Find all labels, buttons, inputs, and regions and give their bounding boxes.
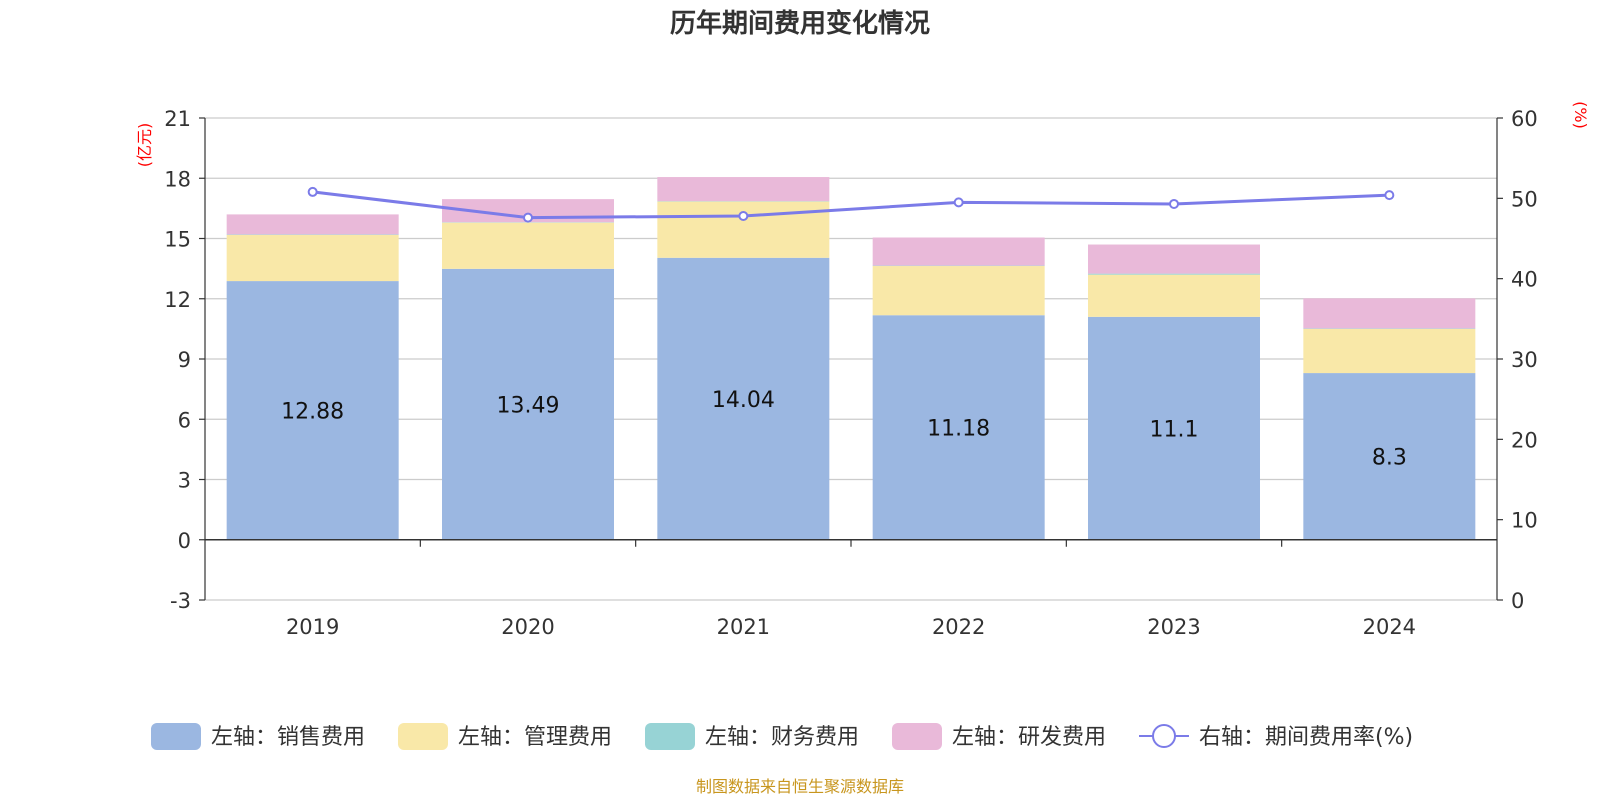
right-tick-label: 60 (1511, 107, 1538, 131)
right-tick-label: 50 (1511, 187, 1538, 211)
x-tick-label: 2024 (1363, 615, 1416, 639)
legend-swatch-3 (892, 723, 942, 750)
left-tick-label: 9 (178, 348, 191, 372)
bar-segment-2 (1088, 273, 1260, 275)
bar-segment-1 (226, 234, 399, 282)
left-tick-label: 0 (178, 529, 191, 553)
right-tick-label: 40 (1511, 268, 1538, 292)
rate-point (1384, 190, 1395, 201)
x-tick-label: 2023 (1147, 615, 1200, 639)
bar-value-label: 8.3 (1372, 445, 1407, 470)
rate-point (738, 211, 749, 222)
chart-title: 历年期间费用变化情况 (670, 8, 930, 39)
bar-segment-0 (872, 315, 1045, 540)
bar-segment-1 (872, 266, 1045, 316)
right-axis-unit: (%) (1571, 101, 1590, 129)
bar-segment-1 (442, 222, 614, 269)
bar-segment-0 (442, 268, 614, 540)
left-axis-unit: (亿元) (135, 123, 154, 168)
legend: 左轴：销售费用 左轴：管理费用 左轴：财务费用 左轴：研发费用 右轴：期间费用率(%) (151, 723, 1413, 750)
bar-segment-3 (226, 214, 399, 235)
bar-value-label: 12.88 (281, 399, 344, 424)
bar-value-label: 11.1 (1150, 417, 1199, 442)
bar-segment-3 (872, 237, 1045, 266)
legend-label: 右轴：期间费用率(%) (1199, 725, 1413, 750)
right-tick-label: 30 (1511, 348, 1538, 372)
legend-swatch-0 (151, 723, 201, 750)
left-tick-label: -3 (170, 589, 191, 613)
bar-segment-1 (657, 201, 830, 258)
bar-segment-1 (1303, 328, 1476, 374)
right-tick-label: 0 (1511, 589, 1524, 613)
left-tick-label: 12 (164, 288, 191, 312)
legend-circle-marker (1152, 724, 1176, 748)
right-tick-label: 10 (1511, 509, 1538, 533)
x-tick-label: 2020 (501, 615, 554, 639)
bar-segment-0 (226, 281, 399, 540)
bar-value-label: 11.18 (927, 416, 990, 441)
bar-segment-3 (657, 177, 830, 202)
bar-segment-0 (1088, 316, 1260, 540)
grid-lines (205, 117, 1497, 601)
legend-swatch-1 (398, 723, 448, 750)
bar-segment-0 (657, 257, 830, 540)
left-tick-label: 15 (164, 228, 191, 252)
bar-segment-3 (1303, 298, 1476, 329)
bar-segment-1 (1088, 274, 1260, 317)
rate-point (953, 197, 964, 208)
x-tick-label: 2021 (717, 615, 770, 639)
bar-value-label: 14.04 (712, 388, 775, 413)
legend-label: 左轴：销售费用 (211, 725, 365, 750)
left-tick-label: 3 (178, 469, 191, 493)
rate-point (523, 212, 533, 223)
rate-point (307, 186, 318, 197)
source-note: 制图数据来自恒生聚源数据库 (696, 777, 904, 796)
left-tick-label: 18 (164, 167, 191, 191)
bar-labels-group: 12.88 13.49 14.04 11.18 11.1 8.3 (281, 388, 1407, 471)
legend-swatch-2 (645, 723, 695, 750)
bar-segment-3 (1088, 244, 1260, 274)
legend-label: 左轴：管理费用 (458, 725, 612, 750)
x-tick-label: 2019 (286, 615, 339, 639)
right-tick-label: 20 (1511, 428, 1538, 452)
rate-line-group (307, 186, 1395, 223)
axes-group: -3 0 3 6 9 12 15 18 21 0 10 20 30 40 50 60 2019 2020 2021 2… (164, 107, 1537, 639)
left-tick-label: 21 (164, 107, 191, 131)
left-tick-label: 6 (178, 408, 191, 432)
legend-label: 左轴：研发费用 (952, 725, 1106, 750)
rate-line (312, 190, 1390, 220)
legend-label: 左轴：财务费用 (705, 725, 859, 750)
bars-group (226, 177, 1476, 540)
bar-segment-0 (1303, 373, 1476, 540)
bar-value-label: 13.49 (497, 393, 560, 418)
rate-point (1169, 198, 1179, 209)
x-tick-label: 2022 (932, 615, 985, 639)
